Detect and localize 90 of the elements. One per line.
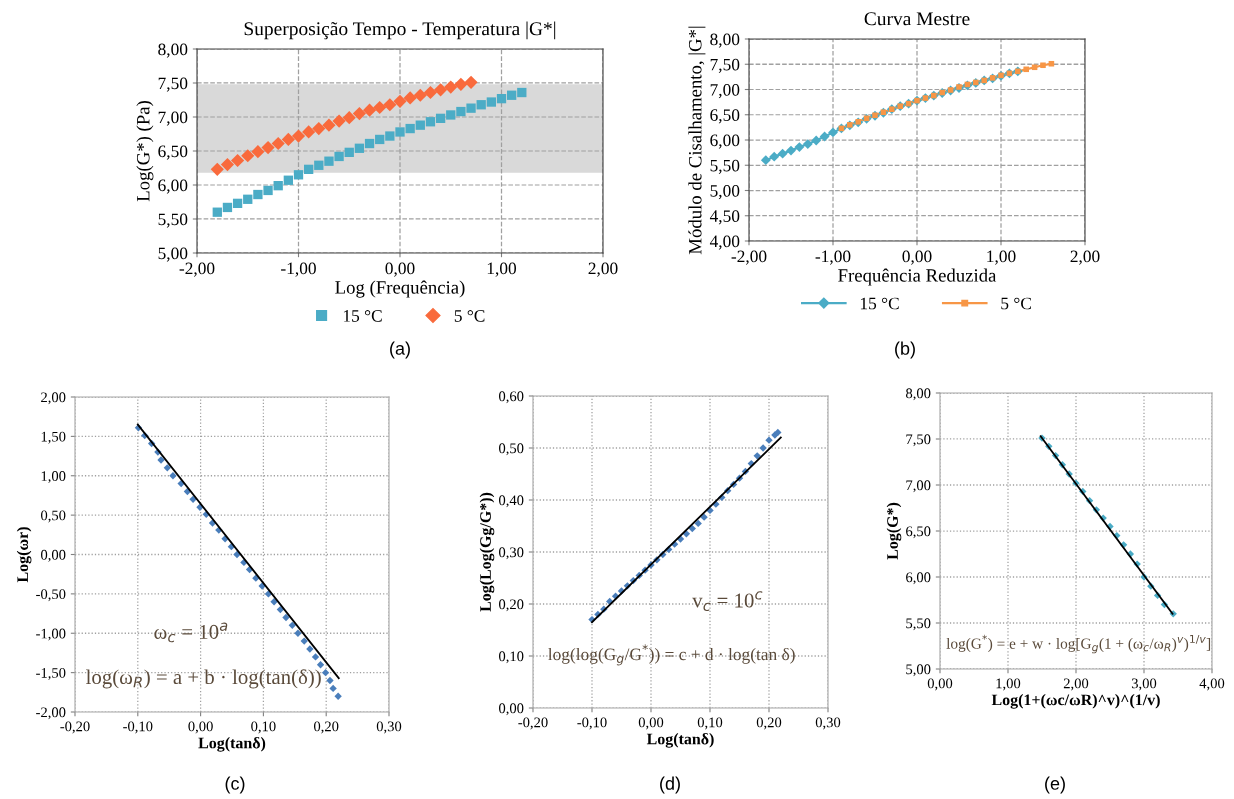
y-tick-label: 4,50: [709, 210, 740, 225]
x-tick-label: 4,00: [1199, 678, 1225, 691]
chart-title: Curva Mestre: [864, 12, 970, 26]
x-tick-label: 1,00: [987, 250, 1016, 265]
y-axis-title: Log(ωr): [16, 527, 32, 583]
text: (a): [390, 341, 410, 359]
y-tick-label: 7,00: [710, 83, 740, 99]
y-tick-label: -0,50: [36, 589, 66, 602]
y-tick-label: 0,30: [499, 547, 524, 560]
y-tick-label: 1,00: [41, 471, 66, 484]
x-tick-label: 2,00: [588, 262, 618, 277]
y-tick-label: 5,00: [906, 664, 931, 677]
x-tick-label: 3,00: [1131, 678, 1157, 691]
x-tick-label: -2,00: [179, 262, 215, 277]
y-tick-label: 0,60: [499, 391, 524, 404]
text: (b): [895, 341, 915, 359]
y-tick-label: 6,50: [710, 109, 740, 124]
x-tick-label: 0,30: [815, 717, 841, 730]
x-tick-label: 2,00: [1070, 250, 1100, 265]
y-axis-title: Log(G*) (Pa): [136, 101, 154, 202]
legend-label: 5 °C: [1001, 297, 1031, 310]
x-tick-label: -0,20: [60, 721, 90, 734]
legend-label: 5 °C: [454, 310, 485, 322]
x-tick-label: -0,10: [577, 717, 607, 730]
y-tick-label: 5,00: [710, 184, 740, 200]
y-tick-label: 0,50: [499, 443, 524, 456]
x-axis-title: Log(1+(ωc/ωR)^v)^(1/v): [991, 694, 1160, 709]
y-tick-label: 5,50: [710, 159, 740, 174]
y-tick-label: 0,40: [499, 495, 524, 508]
x-tick-label: -2,00: [731, 250, 767, 265]
text: (d): [660, 776, 680, 794]
x-tick-label: -1,00: [281, 262, 316, 277]
x-axis-title: Log(tanδ): [198, 737, 266, 752]
y-tick-label: 7,50: [158, 77, 188, 92]
y-tick-label: 5,50: [158, 213, 188, 228]
y-axis-title: Módulo de Cisalhamento, |G*|: [688, 26, 706, 255]
y-tick-label: 6,00: [710, 134, 740, 149]
y-tick-label: 7,50: [710, 58, 740, 73]
x-tick-label: 0,30: [376, 721, 402, 734]
y-tick-label: 0,00: [41, 549, 66, 562]
x-tick-label: 0,00: [927, 678, 953, 691]
annotation: v$_{c}$ = 10$^{c}$: [692, 591, 763, 611]
x-tick-label: 0,00: [638, 717, 664, 730]
y-tick-label: 8,00: [158, 43, 188, 58]
x-tick-label: 0,10: [251, 721, 276, 734]
text: log(G$^{*}$) = e + w · log[G$_{g}$(1 + (ω$_{c}$/ω$_{R}$)$^{v}$)$^{1/v}$]: [946, 634, 1211, 654]
y-tick-label: 4,00: [709, 235, 740, 250]
y-tick-label: 6,50: [906, 526, 931, 539]
legend-label: 15 °C: [860, 297, 899, 310]
annotation: ω$_{c}$ = 10$^{a}$: [154, 622, 228, 643]
text: (c): [225, 776, 245, 794]
x-tick-label: -1,00: [815, 250, 851, 265]
x-tick-label: -0,20: [518, 717, 548, 730]
y-tick-label: 8,00: [906, 388, 931, 401]
x-tick-label: -0,10: [123, 721, 153, 734]
text: (e): [1045, 776, 1065, 794]
y-tick-label: 7,50: [906, 434, 931, 447]
y-tick-label: 0,50: [41, 510, 66, 523]
y-tick-label: 8,00: [710, 33, 740, 48]
y-tick-label: 5,50: [906, 618, 931, 631]
x-axis-title: Frequência Reduzida: [838, 268, 997, 286]
y-tick-label: 7,00: [158, 111, 188, 126]
y-tick-label: 0,20: [499, 599, 524, 612]
y-tick-label: 7,00: [906, 480, 931, 493]
y-tick-label: 2,00: [41, 392, 66, 405]
y-tick-label: 6,00: [158, 179, 188, 194]
annotation: log(log(G$_{g}$/G$^{*}$)) = c + d · log(tan δ): [548, 644, 795, 666]
y-axis-title: Log(Log(Gg/G*)): [479, 492, 495, 612]
x-tick-label: 0,00: [385, 262, 415, 277]
x-axis-title: Log(tanδ): [646, 733, 714, 748]
y-tick-label: 0,00: [499, 703, 524, 716]
x-tick-label: 1,00: [996, 678, 1021, 691]
y-axis-title: Log(G*): [886, 502, 902, 560]
y-tick-label: 6,50: [158, 145, 188, 160]
y-tick-label: -1,00: [36, 628, 66, 641]
y-tick-label: -2,00: [36, 707, 66, 720]
x-tick-label: 0,20: [756, 717, 782, 730]
y-tick-label: 6,00: [906, 572, 931, 585]
x-tick-label: 0,20: [314, 721, 339, 734]
y-tick-label: -1,50: [36, 667, 66, 680]
y-tick-label: 5,00: [158, 247, 188, 262]
x-axis-title: Log (Frequência): [335, 280, 465, 298]
chart-title: Superposição Tempo - Temperatura |G*|: [244, 21, 556, 40]
y-tick-label: 1,50: [41, 431, 66, 444]
x-tick-label: 2,00: [1063, 678, 1089, 691]
x-tick-label: 0,10: [697, 717, 723, 730]
annotation: log(ω$_{R}$) = a + b · log(tan(δ)): [86, 669, 321, 689]
y-tick-label: 0,10: [499, 651, 524, 664]
legend-label: 15 °C: [343, 310, 382, 322]
x-tick-label: 0,00: [188, 721, 213, 734]
